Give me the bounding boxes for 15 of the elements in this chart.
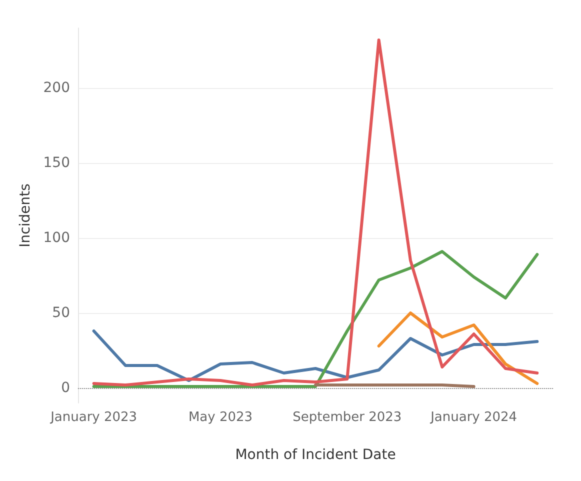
line-series xyxy=(92,330,539,382)
y-axis-title: Incidents xyxy=(17,184,34,248)
x-tick-label: September 2023 xyxy=(292,410,402,425)
y-tick-label: 50 xyxy=(52,305,70,321)
x-tick-label: January 2023 xyxy=(50,410,138,425)
y-tick-label: 150 xyxy=(43,155,70,171)
line-series xyxy=(92,250,539,388)
y-tick-label: 100 xyxy=(43,230,70,246)
x-tick-label: May 2023 xyxy=(188,410,253,425)
line-series xyxy=(377,312,539,385)
x-tick-label: January 2024 xyxy=(430,410,518,425)
line-series xyxy=(92,38,539,386)
y-tick-label: 200 xyxy=(43,80,70,96)
y-tick-label: 0 xyxy=(61,380,70,396)
x-axis-title: Month of Incident Date xyxy=(235,447,396,463)
